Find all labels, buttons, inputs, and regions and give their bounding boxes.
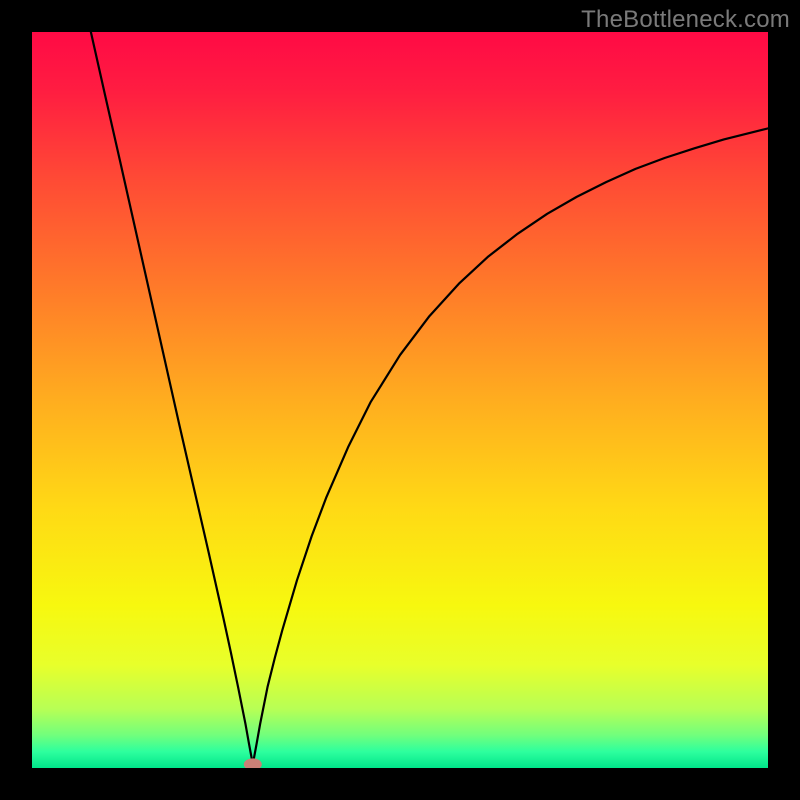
watermark-text: TheBottleneck.com (581, 6, 790, 34)
plot-background (32, 32, 768, 768)
bottleneck-chart (0, 0, 800, 800)
chart-container: TheBottleneck.com (0, 0, 800, 800)
